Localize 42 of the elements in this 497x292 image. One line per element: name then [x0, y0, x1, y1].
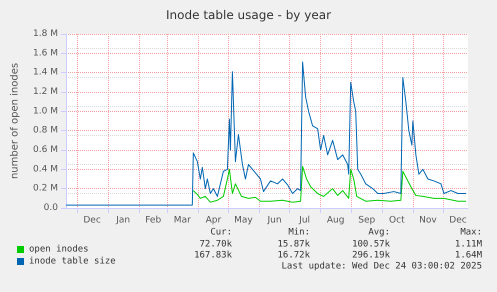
text: Min: — [288, 228, 310, 238]
y-tick-label: 1.8 M — [33, 29, 58, 39]
y-tick-label: 0.8 M — [33, 126, 58, 136]
x-tick-label: Apr — [206, 216, 222, 226]
x-tick-label: Jun — [266, 216, 282, 226]
y-tick-label: 0.4 M — [33, 164, 58, 174]
x-tick-label: Jan — [115, 216, 130, 226]
x-tick-label: Jul — [298, 216, 310, 226]
text: Max: — [460, 228, 482, 238]
y-tick-label: 1.2 M — [33, 87, 58, 97]
x-tick-label: Oct — [389, 216, 406, 226]
y-tick-label: 1.4 M — [33, 68, 58, 78]
x-tick-label: Dec — [83, 216, 101, 226]
x-tick-label: May — [234, 216, 254, 226]
text: 100.57k — [352, 240, 391, 250]
legend-label: open inodes — [29, 244, 89, 254]
x-tick-label: Feb — [145, 216, 162, 226]
y-tick-label: 1.0 M — [33, 106, 58, 116]
text: 167.83k — [194, 250, 233, 260]
x-tick-label: Nov — [419, 216, 438, 226]
x-tick-label: Mar — [174, 216, 192, 226]
text: 16.72k — [277, 250, 311, 260]
chart-title: Inode table usage - by year — [166, 8, 332, 22]
line-series — [66, 62, 466, 206]
x-tick-label: Dec — [449, 216, 467, 226]
y-tick-label: 1.6 M — [33, 48, 58, 58]
line-series — [192, 166, 466, 203]
legend-label: inode table size — [29, 256, 116, 266]
y-tick-label: 0.0 — [44, 203, 58, 213]
text: Cur: — [210, 228, 232, 238]
y-axis-title: number of open inodes — [10, 62, 20, 180]
x-tick-label: Sep — [358, 216, 376, 226]
y-tick-label: 0.6 M — [33, 145, 58, 155]
text: Last update: Wed Dec 24 03:00:02 2025 — [282, 262, 482, 272]
x-tick-label: Aug — [326, 216, 344, 226]
text: 296.19k — [352, 250, 391, 260]
y-tick-label: 0.2 M — [33, 184, 58, 194]
text: Avg: — [368, 228, 390, 238]
text: 1.64M — [454, 250, 483, 260]
text: 1.11M — [454, 240, 483, 250]
text: 72.70k — [199, 240, 233, 250]
text: 15.87k — [277, 240, 311, 250]
